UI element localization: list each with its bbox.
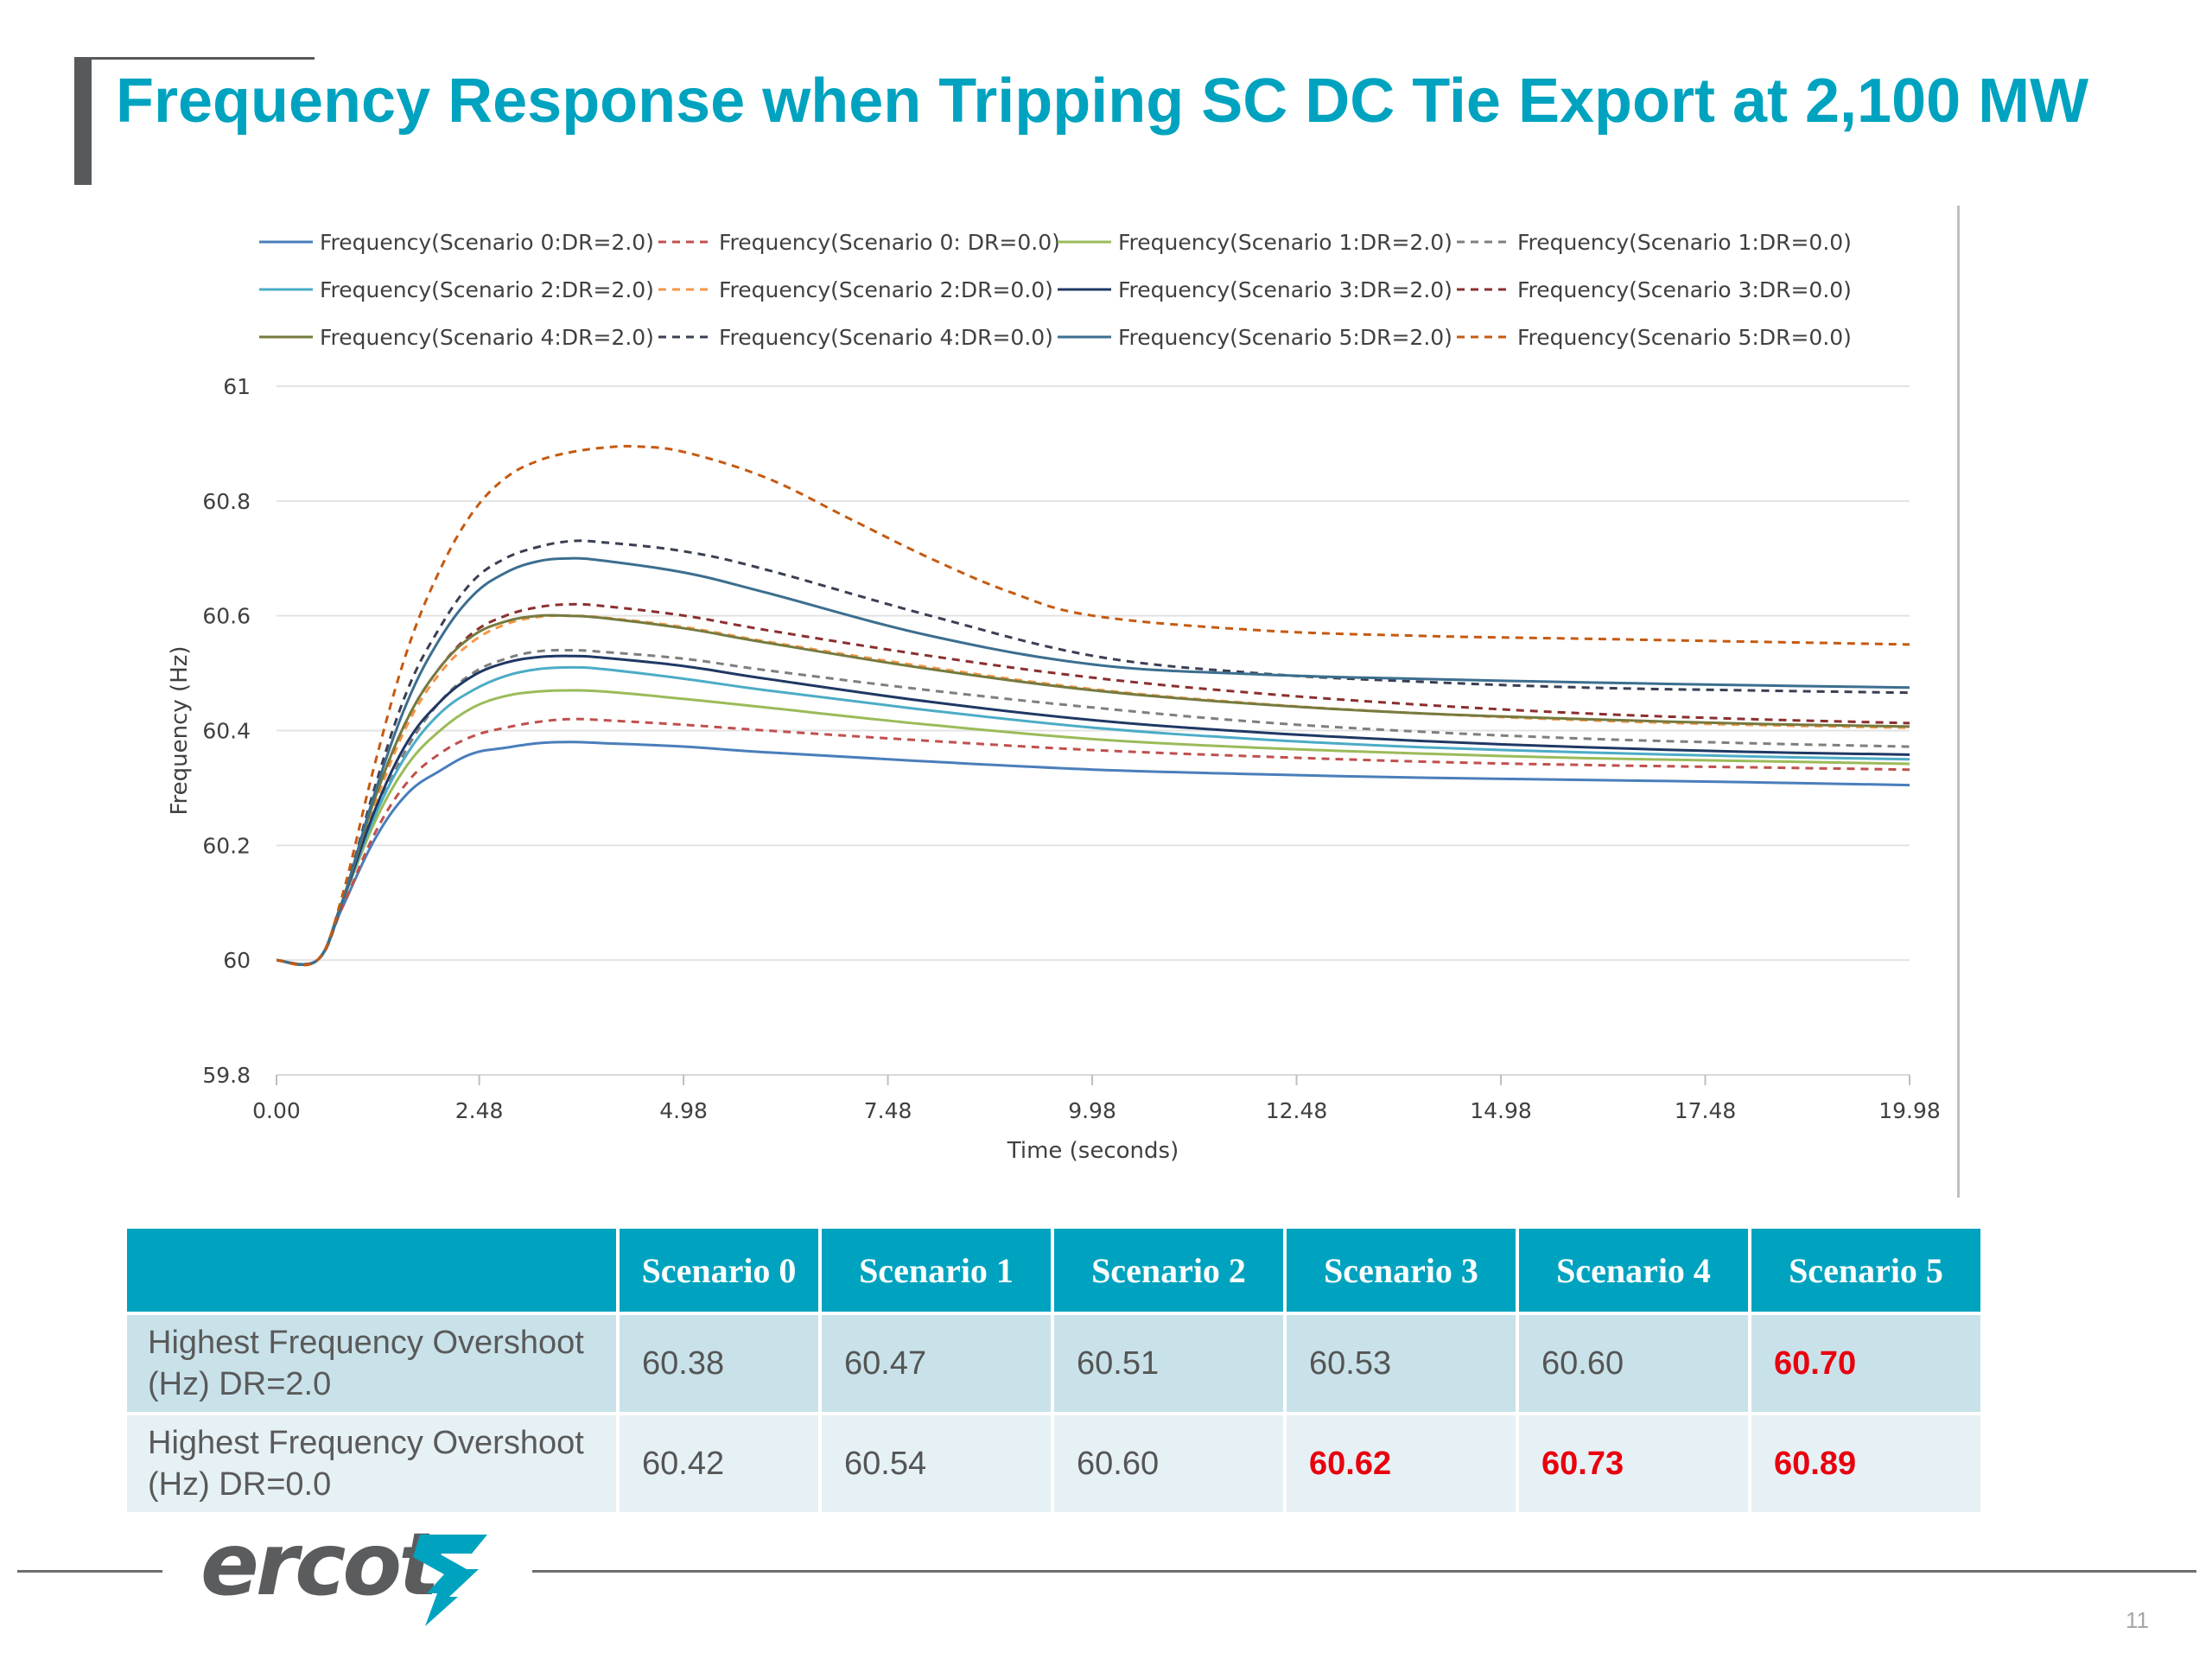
row-label: Highest Frequency Overshoot (Hz) DR=2.0 xyxy=(127,1315,616,1412)
y-tick-label: 60 xyxy=(223,948,251,973)
footer-line-left xyxy=(17,1570,162,1573)
series-line xyxy=(276,614,1910,966)
table-header-cell: Scenario 1 xyxy=(822,1229,1051,1312)
series-line xyxy=(276,539,1910,966)
y-tick-label: 61 xyxy=(223,374,251,399)
legend-entry: Frequency(Scenario 0:DR=2.0) xyxy=(320,230,654,255)
legend-entry: Frequency(Scenario 3:DR=2.0) xyxy=(1118,277,1452,302)
table-header-cell: Scenario 5 xyxy=(1751,1229,1980,1312)
x-tick-label: 17.48 xyxy=(1675,1098,1737,1123)
slide-title: Frequency Response when Tripping SC DC T… xyxy=(116,67,2089,136)
y-tick-label: 60.2 xyxy=(202,833,251,858)
y-tick-label: 60.4 xyxy=(202,719,251,744)
table-header-row: Scenario 0 Scenario 1 Scenario 2 Scenari… xyxy=(127,1229,1980,1312)
ercot-logo: ercot xyxy=(200,1514,512,1630)
footer-line-right xyxy=(532,1570,2196,1573)
table-header-cell: Scenario 0 xyxy=(620,1229,818,1312)
row-label: Highest Frequency Overshoot (Hz) DR=0.0 xyxy=(127,1415,616,1512)
table-cell: 60.51 xyxy=(1054,1315,1283,1412)
series-line xyxy=(276,613,1910,966)
table-cell: 60.47 xyxy=(822,1315,1051,1412)
legend-entry: Frequency(Scenario 2:DR=0.0) xyxy=(719,277,1053,302)
series-line xyxy=(276,654,1910,966)
y-axis-title: Frequency (Hz) xyxy=(167,645,193,815)
y-tick-label: 60.6 xyxy=(202,604,251,629)
legend-entry: Frequency(Scenario 1:DR=0.0) xyxy=(1517,230,1852,255)
table-cell: 60.42 xyxy=(620,1415,818,1512)
y-tick-label: 60.8 xyxy=(202,489,251,514)
table-header-cell xyxy=(127,1229,616,1312)
legend-entry: Frequency(Scenario 5:DR=0.0) xyxy=(1517,325,1852,350)
frequency-response-chart: Frequency(Scenario 0:DR=2.0) Frequency(Sc… xyxy=(147,200,1944,1177)
legend-entry: Frequency(Scenario 4:DR=2.0) xyxy=(320,325,654,350)
page-number: 11 xyxy=(2126,1607,2149,1633)
series-line xyxy=(276,556,1910,966)
x-tick-label: 12.48 xyxy=(1266,1098,1328,1123)
table-header-cell: Scenario 4 xyxy=(1519,1229,1748,1312)
overshoot-table: Scenario 0 Scenario 1 Scenario 2 Scenari… xyxy=(124,1225,1984,1516)
legend-entry: Frequency(Scenario 2:DR=2.0) xyxy=(320,277,654,302)
series-line xyxy=(276,717,1910,966)
table-row: Highest Frequency Overshoot (Hz) DR=0.0 … xyxy=(127,1415,1980,1512)
x-tick-label: 19.98 xyxy=(1878,1098,1941,1123)
ercot-bolt-icon xyxy=(413,1535,487,1626)
chart-divider xyxy=(1957,206,1960,1198)
x-tick-label: 14.98 xyxy=(1470,1098,1532,1123)
legend-entry: Frequency(Scenario 1:DR=2.0) xyxy=(1118,230,1452,255)
x-tick-label: 0.00 xyxy=(252,1098,301,1123)
series-line xyxy=(276,444,1910,967)
table-cell: 60.60 xyxy=(1519,1315,1748,1412)
chart-svg: Frequency(Scenario 0:DR=2.0) Frequency(Sc… xyxy=(167,230,1941,1164)
series-line xyxy=(276,741,1910,966)
table-cell: 60.89 xyxy=(1751,1415,1980,1512)
x-tick-label: 2.48 xyxy=(455,1098,504,1123)
x-tick-label: 4.98 xyxy=(659,1098,708,1123)
table-cell: 60.62 xyxy=(1287,1415,1516,1512)
logo-text: ercot xyxy=(200,1514,440,1615)
legend-entry: Frequency(Scenario 0: DR=0.0) xyxy=(719,230,1060,255)
series-line xyxy=(276,689,1910,966)
table-header-cell: Scenario 3 xyxy=(1287,1229,1516,1312)
series-line xyxy=(276,648,1910,966)
x-tick-label: 7.48 xyxy=(864,1098,912,1123)
table-cell: 60.70 xyxy=(1751,1315,1980,1412)
table-cell: 60.53 xyxy=(1287,1315,1516,1412)
title-accent-line xyxy=(74,57,315,60)
table-cell: 60.38 xyxy=(620,1315,818,1412)
series-line xyxy=(276,665,1910,966)
table-cell: 60.73 xyxy=(1519,1415,1748,1512)
legend-entry: Frequency(Scenario 3:DR=0.0) xyxy=(1517,277,1852,302)
title-accent-bar xyxy=(74,57,92,185)
x-axis-title: Time (seconds) xyxy=(1007,1138,1179,1164)
table-cell: 60.54 xyxy=(822,1415,1051,1512)
x-tick-label: 9.98 xyxy=(1068,1098,1116,1123)
legend-entry: Frequency(Scenario 4:DR=0.0) xyxy=(719,325,1053,350)
table-cell: 60.60 xyxy=(1054,1415,1283,1512)
legend-entry: Frequency(Scenario 5:DR=2.0) xyxy=(1118,325,1452,350)
table-header-cell: Scenario 2 xyxy=(1054,1229,1283,1312)
y-tick-label: 59.8 xyxy=(202,1063,251,1088)
table-row: Highest Frequency Overshoot (Hz) DR=2.0 … xyxy=(127,1315,1980,1412)
